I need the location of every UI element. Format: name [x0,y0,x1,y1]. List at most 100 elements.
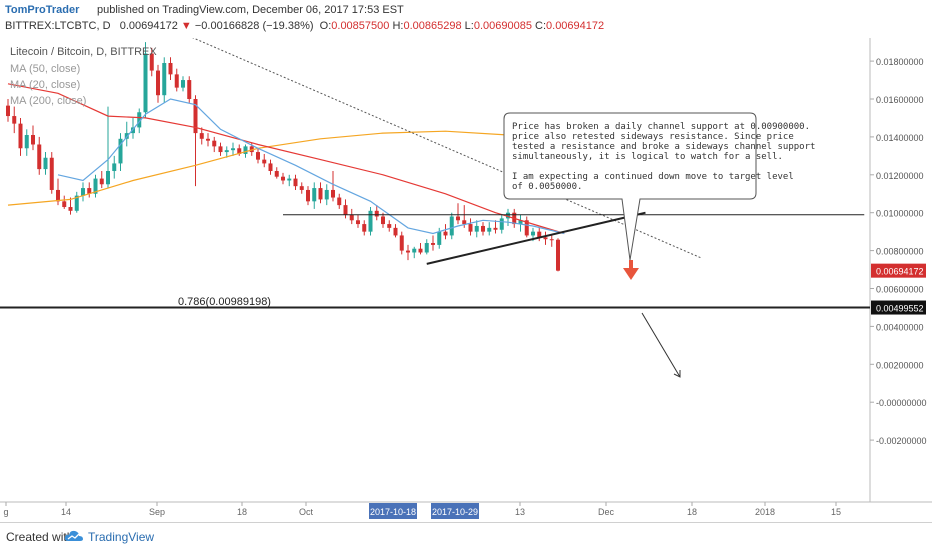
price-axis-tick-label: 0.01600000 [876,95,924,105]
candle-body [156,70,160,96]
candle [449,212,454,240]
time-axis-tick-label: g [3,507,8,517]
candle [168,57,173,81]
date-tag-box [369,503,417,519]
annotation-callout[interactable]: Price has broken a daily channel support… [503,112,815,261]
candle-body [287,178,292,181]
low-label: L: [464,20,474,32]
candle [162,57,167,103]
date-tag-box [431,503,479,519]
candle-body [362,224,367,232]
date-tag: 2017-10-29 [431,503,479,519]
close-label: C: [535,20,547,32]
created-with-label: Created with [6,530,74,544]
candle-body [199,133,204,139]
candle [493,220,498,234]
candle [81,182,85,202]
ohlc-readout: BITTREX:LTCBTC, D 0.00694172 ▼ −0.001668… [5,20,604,32]
candle [412,246,417,259]
price-tag-label: 0.00694172 [876,267,924,277]
time-axis-tick-label: 14 [61,507,71,517]
candle-body [112,163,117,172]
candle-body [293,178,298,187]
candle-body [437,231,442,245]
candle [331,171,335,202]
high-label: H: [392,20,404,32]
last-price: 0.00694172 [119,20,178,32]
candle [12,106,17,134]
candle-body [281,176,285,181]
candle [287,174,292,187]
candle [274,167,279,179]
price-axis-tick-label: 0.01400000 [876,133,924,143]
candle [524,216,529,238]
callout-line: I am expecting a continued down move to … [512,172,794,182]
candle [374,205,379,221]
price-axis-tick-label: -0.00000000 [876,398,927,408]
candle-body [324,189,329,200]
candle [87,182,92,198]
candle-body [274,171,279,177]
legend-ma20[interactable]: MA (20, close) [10,79,80,91]
legend-ma50[interactable]: MA (50, close) [10,63,80,75]
candle [262,153,267,168]
candle-body [431,243,435,245]
price-axis-tick-label: -0.00200000 [876,436,927,446]
published-info: published on TradingView.com, December 0… [97,4,404,16]
price-tag-target: 0.00499552 [871,300,926,315]
candle [506,208,510,226]
candle [424,239,429,255]
candle [24,129,29,156]
callout-line: Price has broken a daily channel support… [512,122,810,132]
candle [199,127,204,145]
callout-bubble [503,112,757,261]
price-chart[interactable]: 0.026000000.024000000.022000000.02000000… [0,38,932,522]
candle [474,220,479,238]
candle-body [81,188,85,196]
candle [118,133,123,172]
candle-body [349,214,354,221]
candle [456,203,460,225]
time-axis[interactable]: g 14 Sep 18 Oct 13 Dec 18 2018 15 2017-10-18 2017-1… [3,502,841,519]
candle-body [481,225,485,232]
price-axis[interactable]: 0.026000000.024000000.022000000.02000000… [870,38,927,446]
candle [187,76,192,103]
candle-body [43,157,48,170]
candle [518,214,523,232]
symbol-label: BITTREX:LTCBTC, D [5,20,111,32]
candle [137,108,142,134]
candle-body [368,210,373,232]
candle [124,121,129,147]
candle [43,152,48,175]
callout-line: of 0.0050000. [512,182,582,192]
candle [487,222,492,236]
price-axis-tick-label: 0.01200000 [876,171,924,181]
candle-body [6,105,10,117]
candle-body [56,189,60,202]
candle-body [212,140,217,147]
candle-body [87,188,92,194]
candle-body [106,171,110,185]
candle-body [149,53,154,71]
candle-body [74,195,79,211]
tradingview-cloud-icon[interactable] [64,529,84,543]
candle-body [456,216,460,221]
tradingview-brand-link[interactable]: TradingView [88,530,155,544]
candle [174,68,179,92]
candle-body [137,112,142,128]
candle-body [68,207,73,211]
candle-body [449,216,454,236]
candle-body [124,133,129,139]
legend-ma200[interactable]: MA (200, close) [10,95,86,107]
close-value: 0.00694172 [546,20,605,32]
candle [31,125,35,151]
candle-body [118,138,123,164]
candle-body [99,178,104,185]
candle [318,182,323,204]
fib-level-label: 0.786(0.00989198) [178,296,271,308]
candle-body [387,224,392,228]
open-value: 0.00857500 [331,20,390,32]
candle-body [181,80,185,88]
price-tag-label: 0.00499552 [876,304,924,314]
author-link[interactable]: TomProTrader [5,4,80,16]
